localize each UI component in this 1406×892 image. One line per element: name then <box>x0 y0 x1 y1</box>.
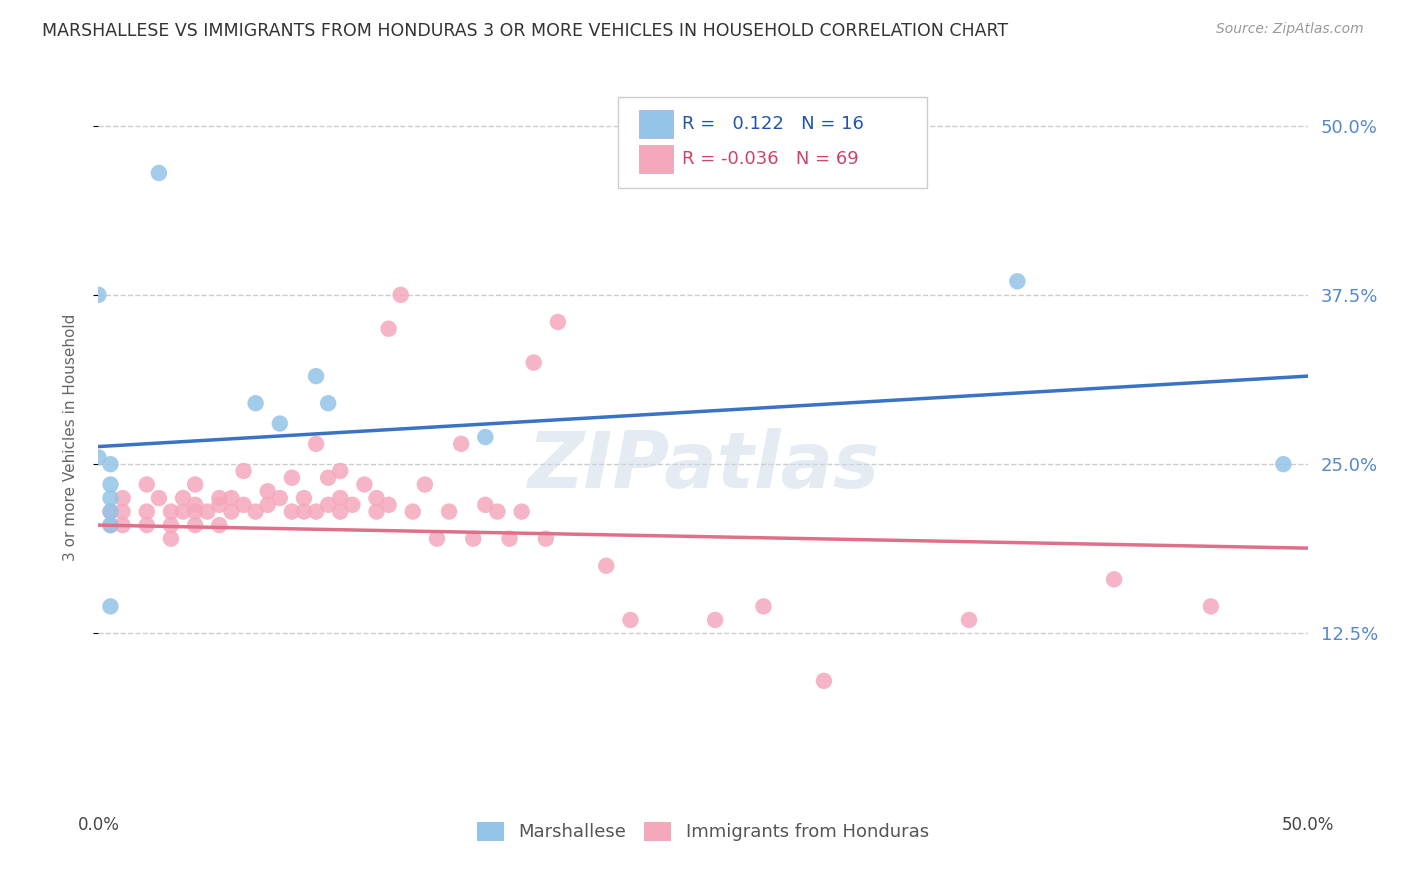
Point <box>111 518 134 533</box>
Point <box>148 166 170 180</box>
Point <box>232 464 254 478</box>
Point <box>329 464 352 478</box>
Point <box>366 491 388 505</box>
Point <box>413 477 436 491</box>
Point <box>172 505 194 519</box>
Text: ZIPatlas: ZIPatlas <box>527 428 879 504</box>
Point <box>111 491 134 505</box>
Point <box>474 430 496 444</box>
Point <box>437 505 460 519</box>
Point <box>389 288 412 302</box>
Point <box>135 477 157 491</box>
Text: MARSHALLESE VS IMMIGRANTS FROM HONDURAS 3 OR MORE VEHICLES IN HOUSEHOLD CORRELAT: MARSHALLESE VS IMMIGRANTS FROM HONDURAS … <box>42 22 1008 40</box>
Point <box>534 532 557 546</box>
Point <box>221 505 243 519</box>
Point <box>1007 274 1029 288</box>
Point <box>305 505 328 519</box>
Point <box>329 491 352 505</box>
Point <box>366 505 388 519</box>
Point <box>148 491 170 505</box>
Text: Source: ZipAtlas.com: Source: ZipAtlas.com <box>1216 22 1364 37</box>
Point <box>316 396 339 410</box>
Bar <box>638 145 673 173</box>
Point <box>342 498 364 512</box>
Point <box>87 288 110 302</box>
Point <box>160 532 183 546</box>
Point <box>450 437 472 451</box>
Point <box>957 613 980 627</box>
Point <box>195 505 218 519</box>
Point <box>184 477 207 491</box>
Point <box>208 491 231 505</box>
Point <box>281 471 304 485</box>
Point <box>245 396 267 410</box>
Point <box>281 505 304 519</box>
Point <box>232 498 254 512</box>
Point <box>316 471 339 485</box>
Point <box>160 518 183 533</box>
Point <box>1102 572 1125 586</box>
Point <box>184 505 207 519</box>
Text: R = -0.036   N = 69: R = -0.036 N = 69 <box>682 150 859 168</box>
Point <box>135 518 157 533</box>
Point <box>402 505 425 519</box>
Point <box>221 491 243 505</box>
Point <box>172 491 194 505</box>
Text: R =   0.122   N = 16: R = 0.122 N = 16 <box>682 115 865 133</box>
Point <box>486 505 509 519</box>
Point <box>813 673 835 688</box>
Point <box>208 518 231 533</box>
Point <box>111 505 134 519</box>
Y-axis label: 3 or more Vehicles in Household: 3 or more Vehicles in Household <box>63 313 77 561</box>
Point <box>704 613 727 627</box>
Point <box>619 613 641 627</box>
Point <box>377 322 399 336</box>
Point <box>305 369 328 384</box>
Point <box>184 518 207 533</box>
Point <box>305 437 328 451</box>
Point <box>208 498 231 512</box>
Point <box>498 532 520 546</box>
Point <box>523 355 546 369</box>
Point <box>752 599 775 614</box>
Point <box>1199 599 1222 614</box>
FancyBboxPatch shape <box>619 97 927 188</box>
Point <box>245 505 267 519</box>
Point <box>269 417 291 431</box>
Point <box>377 498 399 512</box>
Point <box>510 505 533 519</box>
Legend: Marshallese, Immigrants from Honduras: Marshallese, Immigrants from Honduras <box>470 814 936 848</box>
Point <box>463 532 485 546</box>
Point <box>160 505 183 519</box>
Point <box>100 505 122 519</box>
Point <box>100 518 122 533</box>
Bar <box>638 110 673 138</box>
Point <box>547 315 569 329</box>
Point <box>1272 457 1295 471</box>
Point <box>100 457 122 471</box>
Point <box>100 491 122 505</box>
Point <box>329 505 352 519</box>
Point <box>316 498 339 512</box>
Point <box>353 477 375 491</box>
Point <box>100 599 122 614</box>
Point <box>256 484 278 499</box>
Point <box>184 498 207 512</box>
Point <box>100 477 122 491</box>
Point <box>474 498 496 512</box>
Point <box>269 491 291 505</box>
Point <box>100 505 122 519</box>
Point <box>426 532 449 546</box>
Point <box>87 450 110 465</box>
Point <box>292 505 315 519</box>
Point <box>100 518 122 533</box>
Point <box>292 491 315 505</box>
Point <box>256 498 278 512</box>
Point <box>135 505 157 519</box>
Point <box>595 558 617 573</box>
